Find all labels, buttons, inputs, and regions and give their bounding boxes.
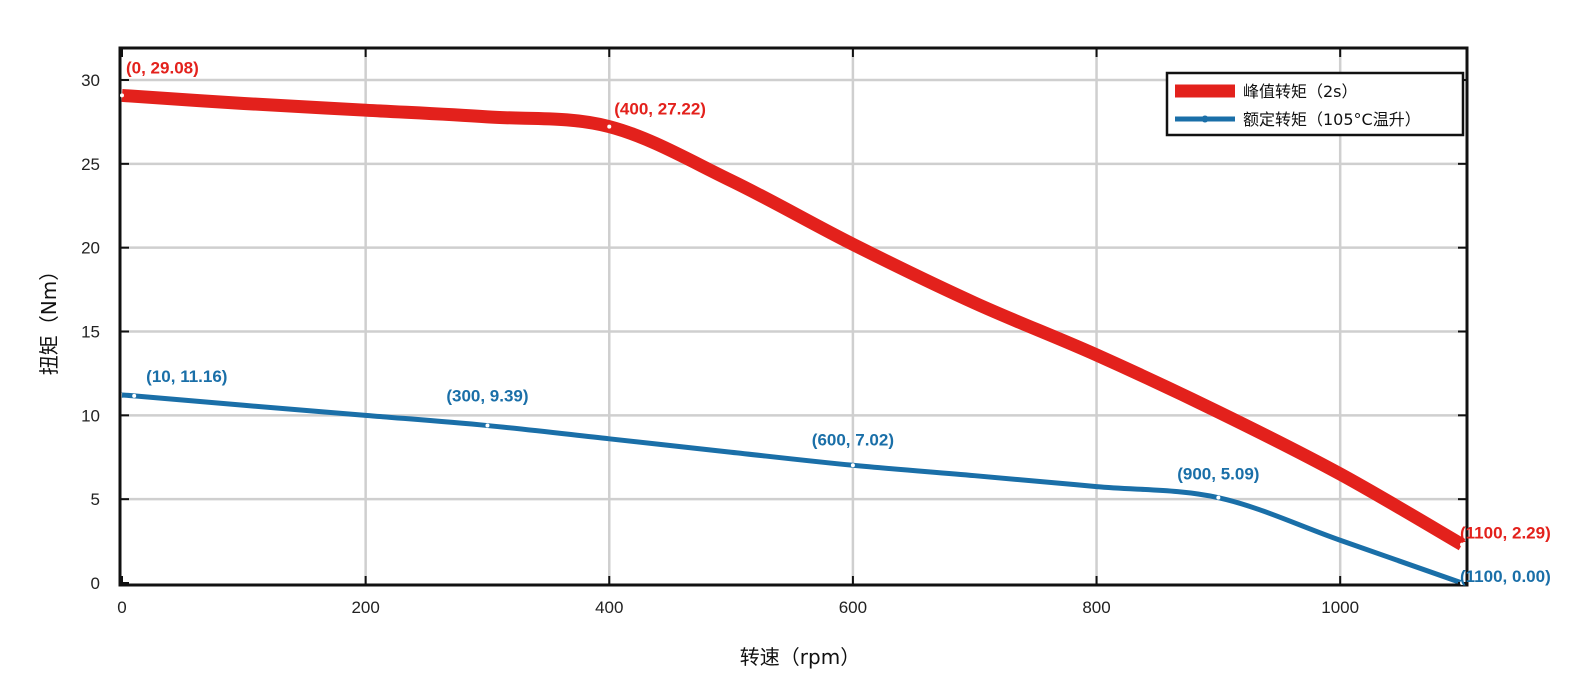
data-point-marker xyxy=(132,393,137,398)
plot-frame xyxy=(118,46,1469,587)
y-tick-label: 25 xyxy=(81,155,100,174)
data-label: (1100, 0.00) xyxy=(1460,567,1551,586)
x-tick-label: 1000 xyxy=(1321,598,1359,617)
series-layer xyxy=(118,88,1466,586)
x-tick-label: 600 xyxy=(839,598,867,617)
y-tick-label: 0 xyxy=(91,574,100,593)
data-point-marker xyxy=(485,423,490,428)
data-label: (300, 9.39) xyxy=(446,387,528,406)
legend-box xyxy=(1165,71,1465,137)
y-tick-label: 20 xyxy=(81,239,100,258)
data-annotations: (0, 29.08) (400, 27.22) (1100, 2.29) (10, 1… xyxy=(120,58,1551,586)
y-tick-label: 30 xyxy=(81,71,100,90)
legend-label-peak: 峰值转矩（2s） xyxy=(1243,82,1358,101)
x-tick-label: 800 xyxy=(1082,598,1110,617)
y-axis-title: 扭矩（Nm） xyxy=(37,261,61,375)
series-line-0 xyxy=(121,88,1466,551)
data-point-marker xyxy=(1460,581,1464,585)
x-axis-title: 转速（rpm） xyxy=(740,645,860,669)
x-tick-label: 400 xyxy=(595,598,623,617)
y-tick-label: 10 xyxy=(81,406,100,425)
data-point-marker xyxy=(1460,542,1464,547)
data-point-marker xyxy=(607,124,612,129)
y-tick-label: 15 xyxy=(81,323,100,342)
data-label: (600, 7.02) xyxy=(812,430,894,449)
axis-ticks: 0 200 400 600 800 1000 0 5 10 15 20 25 30 xyxy=(81,48,1467,617)
data-point-marker xyxy=(1216,495,1221,500)
data-label: (400, 27.22) xyxy=(614,100,706,119)
data-label: (10, 11.16) xyxy=(146,367,227,386)
y-tick-label: 5 xyxy=(91,490,100,509)
data-label: (0, 29.08) xyxy=(126,58,199,77)
data-label: (900, 5.09) xyxy=(1177,465,1259,484)
legend-marker-rated xyxy=(1201,115,1209,123)
series-line-1 xyxy=(118,392,1463,586)
data-point-marker xyxy=(120,93,124,98)
data-label: (1100, 2.29) xyxy=(1460,524,1551,543)
legend-label-rated: 额定转矩（105°C温升） xyxy=(1243,110,1421,129)
data-point-marker xyxy=(850,463,855,468)
x-tick-label: 200 xyxy=(351,598,379,617)
legend: 峰值转矩（2s） 额定转矩（105°C温升） xyxy=(1165,71,1465,137)
x-tick-label: 0 xyxy=(117,598,126,617)
